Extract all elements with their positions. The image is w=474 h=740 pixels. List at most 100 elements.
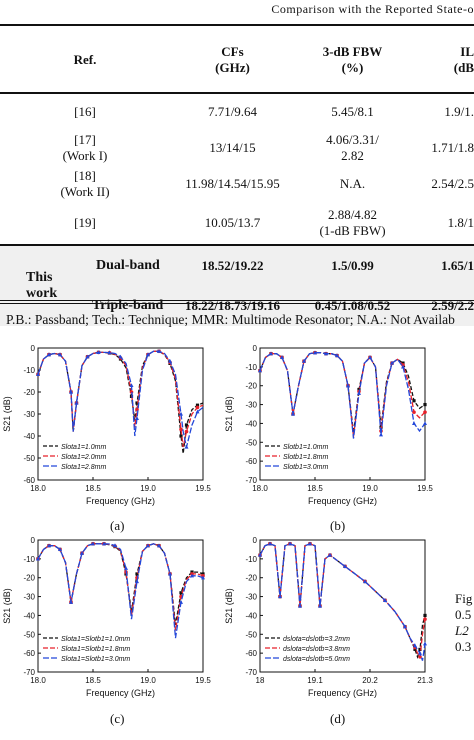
x-tick-label: 19.0 — [362, 484, 378, 493]
y-tick-label: -30 — [23, 410, 35, 419]
chart-b-svg: 18.0 18.5 19.0 19.5 0 -10 -20 -30 -40 -50 -60 -70 Fr… — [224, 344, 433, 506]
data-point — [423, 617, 427, 621]
header-il: IL (dB — [453, 44, 474, 75]
data-point — [298, 603, 302, 608]
y-tick-label: -20 — [23, 388, 35, 397]
data-point — [184, 423, 189, 427]
y-tick-label: -50 — [245, 630, 257, 639]
y-tick-label: -20 — [245, 382, 257, 391]
data-point — [36, 372, 40, 376]
data-point — [412, 410, 416, 414]
data-point — [168, 571, 172, 576]
data-point — [36, 556, 40, 561]
data-point — [80, 551, 84, 555]
table-caption: Comparison with the Reported State-o — [271, 2, 474, 16]
side-caption-2: 0.5 — [455, 607, 472, 622]
data-point — [129, 383, 134, 387]
cell-fbw: 5.45/8.1 — [331, 104, 374, 119]
cell-fbw: 0.45/1.08/0.52 — [314, 298, 391, 313]
y-tick-label: -30 — [245, 401, 257, 410]
chart-d-svg: 18 19.1 20.2 21.3 0 -10 -20 -30 -40 -50 -60 -70 Freq… — [224, 536, 433, 698]
data-point — [118, 354, 123, 359]
y-tick-label: -70 — [23, 668, 35, 677]
y-tick-label: 0 — [253, 536, 258, 545]
cell-cf: 7.71/9.64 — [207, 104, 258, 119]
data-point — [135, 579, 139, 584]
data-point — [113, 543, 117, 548]
data-point — [157, 349, 161, 353]
data-point — [401, 361, 405, 365]
y-tick-label: -20 — [245, 574, 257, 583]
y-tick-label: -60 — [245, 457, 257, 466]
data-point — [418, 650, 422, 655]
data-point — [58, 352, 62, 357]
data-point — [135, 572, 139, 576]
bottom-rule-2 — [0, 303, 474, 304]
data-point — [368, 355, 372, 360]
data-point — [288, 541, 292, 546]
cell-il: 1.9/1. — [444, 104, 474, 119]
cell-cf: 18.52/19.22 — [201, 258, 264, 273]
data-point — [318, 603, 322, 608]
side-caption-4: 0.3 — [455, 639, 472, 654]
cell-fbw: 4.06/3.31/2.82 — [326, 132, 379, 163]
cell-il: 2.54/2.5 — [431, 176, 474, 191]
cell-il: 1.65/1 — [441, 258, 474, 273]
data-point — [85, 354, 90, 359]
data-point — [107, 350, 112, 355]
y-axis-label: S21 (dB) — [224, 588, 234, 624]
series-line — [37, 543, 204, 639]
x-tick-label: 21.3 — [417, 676, 433, 685]
data-point — [418, 647, 422, 651]
y-tick-label: -10 — [245, 555, 257, 564]
data-point — [179, 434, 183, 438]
series-line — [37, 350, 204, 454]
legend-entry: Slota1=Slotb1=3.0mm — [61, 656, 130, 663]
cell-cf: 18.22/18.73/19.16 — [185, 298, 280, 313]
data-point — [58, 547, 62, 552]
data-point — [268, 541, 272, 546]
y-tick-label: -40 — [23, 432, 35, 441]
x-tick-label: 18.0 — [30, 676, 46, 685]
data-point — [328, 552, 332, 557]
chart-panel-b: 18.0 18.5 19.0 19.5 0 -10 -20 -30 -40 -50 -60 -70 Fr… — [222, 340, 437, 520]
top-rule — [0, 24, 474, 26]
cell-cf: 11.98/14.54/15.95 — [185, 176, 280, 191]
data-point — [74, 400, 79, 405]
data-point — [124, 566, 128, 570]
x-axis-label: Frequency (GHz) — [308, 688, 377, 698]
x-tick-label: 18.5 — [85, 484, 101, 493]
legend-entry: dslota=dslotb=3.2mm — [283, 636, 350, 643]
cell-ref: [18] (Work II) — [60, 168, 110, 199]
data-point — [324, 351, 328, 356]
data-point — [278, 594, 282, 599]
chart-panel-a: 18.0 18.5 19.0 19.5 0 -10 -20 -30 -40 -50 -60 Frequ… — [0, 340, 215, 520]
cell-il: 1.8/1 — [447, 215, 474, 230]
side-caption-1: Fig — [455, 591, 473, 606]
data-point — [168, 359, 172, 363]
data-point — [91, 541, 95, 546]
data-point — [195, 405, 200, 410]
y-tick-label: -50 — [23, 630, 35, 639]
y-axis-label: S21 (dB) — [2, 588, 12, 624]
y-tick-label: -10 — [23, 555, 35, 564]
legend-entry: dslota=dslotb=3.8mm — [283, 646, 350, 653]
x-axis-label: Frequency (GHz) — [86, 688, 155, 698]
series-line — [259, 352, 426, 439]
data-point — [96, 350, 101, 354]
data-point — [343, 564, 347, 568]
data-point — [179, 600, 183, 604]
data-point — [357, 391, 361, 395]
data-point — [184, 444, 189, 449]
data-point — [363, 579, 367, 584]
table-row: [17] (Work I) 13/14/15 4.06/3.31/2.82 1.7… — [0, 130, 474, 166]
data-point — [179, 427, 183, 432]
data-point — [403, 624, 407, 629]
cell-ref: [16] — [74, 104, 96, 119]
y-tick-label: 0 — [253, 344, 258, 353]
y-tick-label: -60 — [245, 649, 257, 658]
data-point — [195, 409, 200, 414]
plot-frame — [259, 539, 426, 673]
data-point — [269, 351, 273, 356]
legend-entry: Slota1=Slotb1=1.0mm — [61, 636, 130, 643]
